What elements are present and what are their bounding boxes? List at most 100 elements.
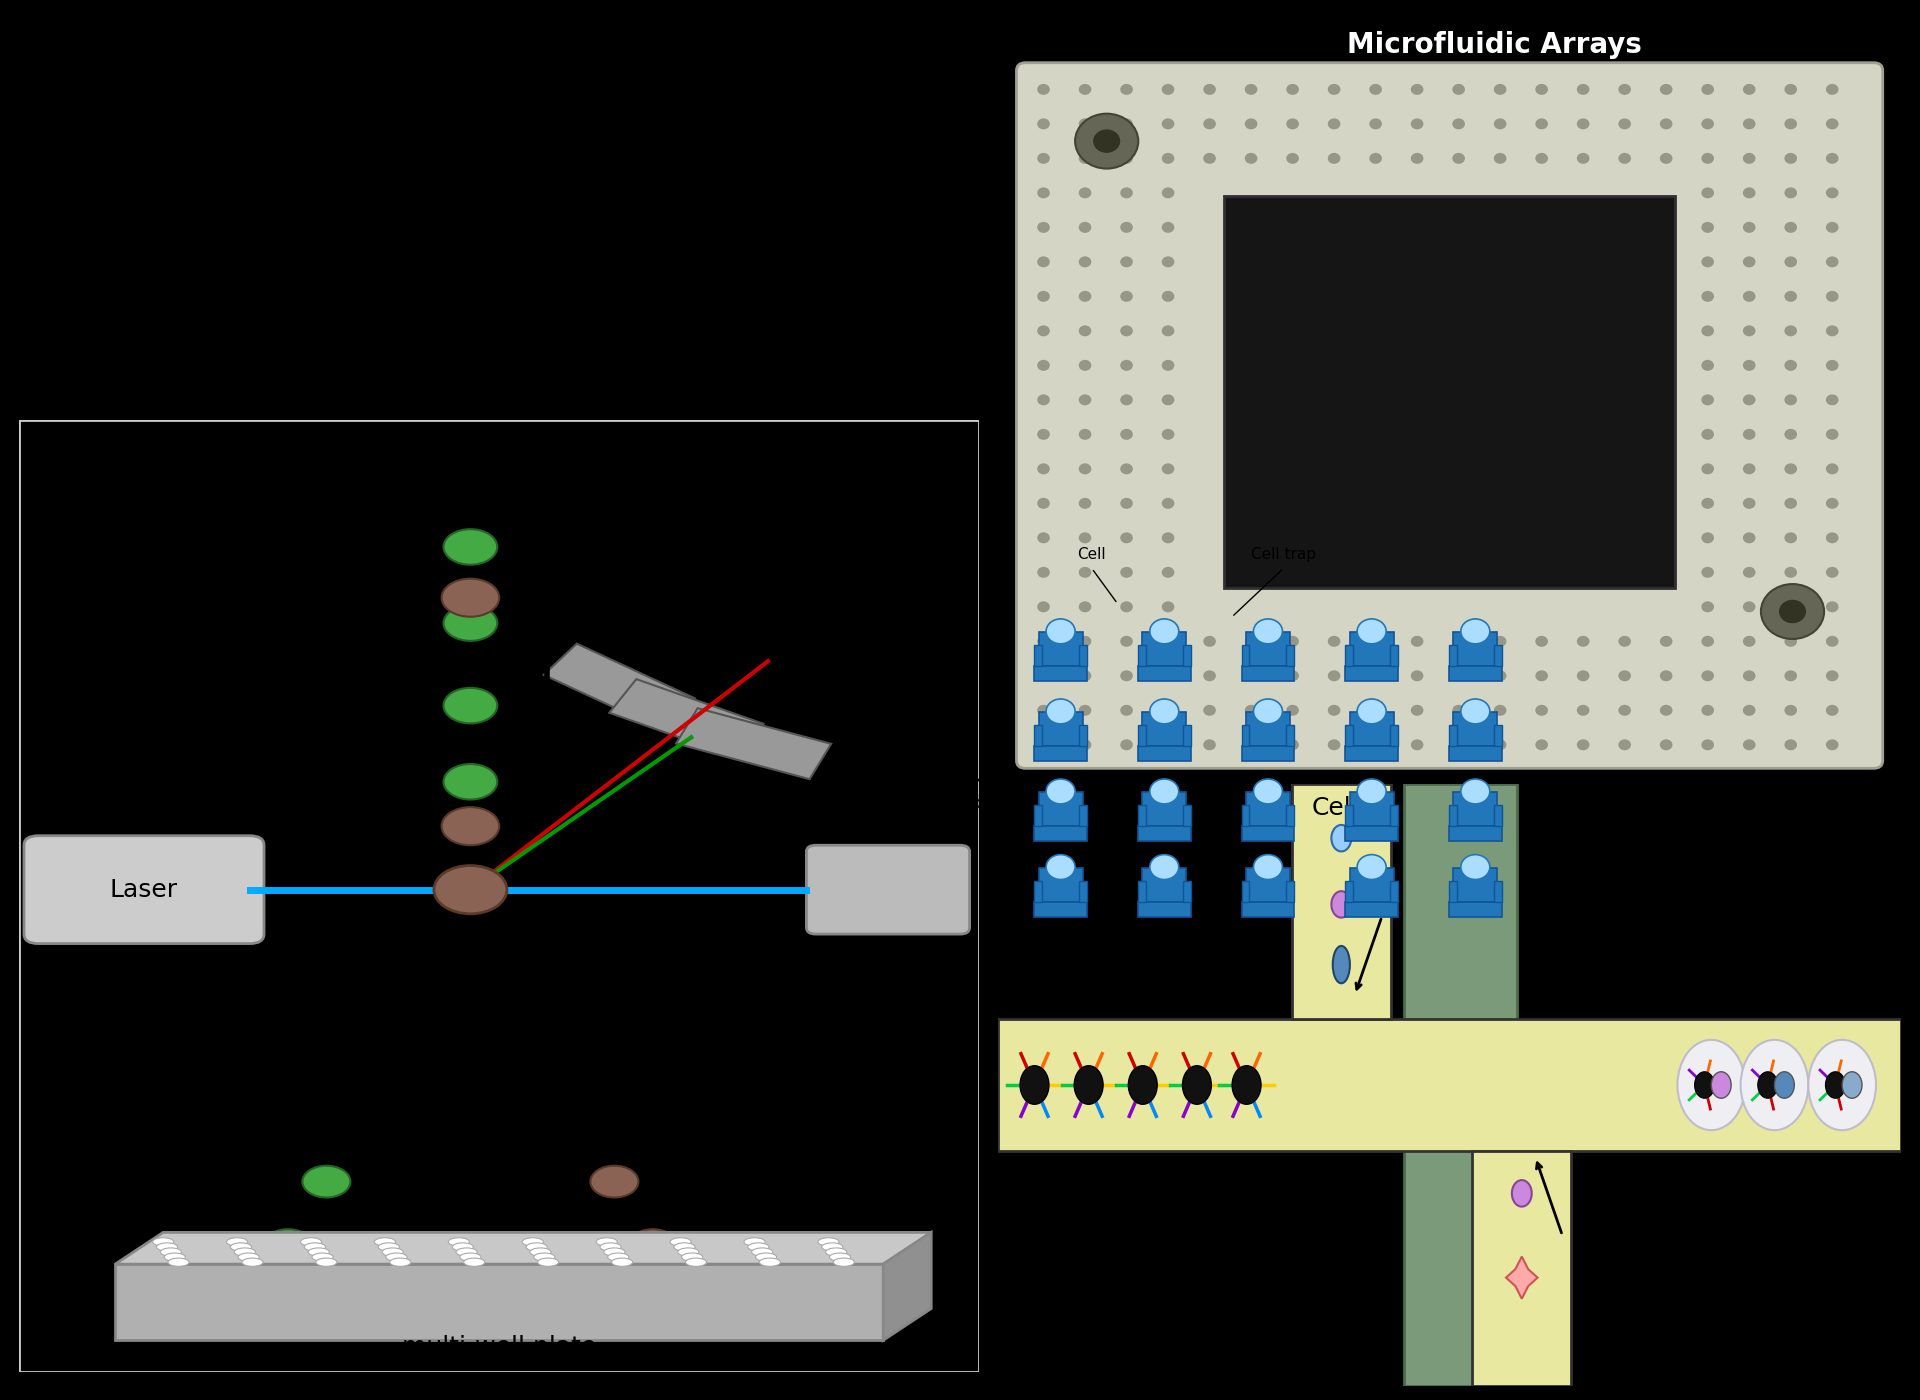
- Circle shape: [1037, 636, 1050, 647]
- Circle shape: [1119, 325, 1133, 336]
- Bar: [1494, 725, 1501, 746]
- Bar: [1390, 805, 1398, 826]
- Circle shape: [1743, 84, 1755, 95]
- Circle shape: [1494, 671, 1507, 682]
- Circle shape: [1119, 602, 1133, 612]
- Ellipse shape: [670, 1238, 691, 1246]
- Ellipse shape: [234, 1247, 255, 1256]
- Circle shape: [1701, 256, 1715, 267]
- Circle shape: [1046, 699, 1075, 724]
- Circle shape: [1701, 221, 1715, 232]
- Circle shape: [1678, 1040, 1745, 1130]
- Circle shape: [1784, 119, 1797, 129]
- Ellipse shape: [382, 1247, 403, 1256]
- Circle shape: [1619, 704, 1630, 715]
- Circle shape: [1826, 119, 1839, 129]
- Circle shape: [1119, 395, 1133, 406]
- Circle shape: [1784, 153, 1797, 164]
- Circle shape: [1286, 636, 1300, 647]
- Circle shape: [1329, 704, 1340, 715]
- Circle shape: [1162, 291, 1175, 302]
- Ellipse shape: [607, 1253, 628, 1261]
- Circle shape: [1826, 188, 1839, 199]
- Circle shape: [1286, 84, 1300, 95]
- Circle shape: [1452, 671, 1465, 682]
- Bar: [1183, 881, 1190, 902]
- Ellipse shape: [1332, 946, 1350, 983]
- Circle shape: [444, 764, 497, 799]
- Circle shape: [1784, 532, 1797, 543]
- Bar: [1139, 826, 1190, 841]
- Circle shape: [1204, 636, 1215, 647]
- Ellipse shape: [601, 1243, 622, 1252]
- Circle shape: [1329, 119, 1340, 129]
- Circle shape: [1037, 291, 1050, 302]
- Circle shape: [1784, 567, 1797, 578]
- Bar: [1035, 746, 1087, 762]
- Circle shape: [1119, 291, 1133, 302]
- Circle shape: [1461, 619, 1490, 644]
- Circle shape: [1244, 84, 1258, 95]
- Bar: [1142, 631, 1187, 666]
- Circle shape: [1701, 325, 1715, 336]
- Ellipse shape: [300, 1238, 323, 1246]
- Circle shape: [1119, 428, 1133, 440]
- Circle shape: [1784, 602, 1797, 612]
- Circle shape: [1536, 636, 1548, 647]
- Bar: [1350, 868, 1394, 902]
- Bar: [1183, 645, 1190, 666]
- Circle shape: [1701, 636, 1715, 647]
- Circle shape: [1784, 671, 1797, 682]
- Circle shape: [1037, 671, 1050, 682]
- Bar: [1450, 826, 1501, 841]
- Circle shape: [1743, 463, 1755, 475]
- Circle shape: [1743, 532, 1755, 543]
- Circle shape: [1701, 188, 1715, 199]
- Circle shape: [1046, 778, 1075, 804]
- Circle shape: [1079, 463, 1091, 475]
- Polygon shape: [883, 1232, 931, 1340]
- Circle shape: [1150, 699, 1179, 724]
- Circle shape: [1037, 119, 1050, 129]
- FancyBboxPatch shape: [23, 836, 265, 944]
- Bar: [19, 420, 979, 1372]
- Ellipse shape: [526, 1243, 547, 1252]
- Bar: [1473, 1151, 1571, 1386]
- Bar: [1039, 631, 1083, 666]
- Ellipse shape: [457, 1247, 476, 1256]
- Ellipse shape: [461, 1253, 480, 1261]
- Circle shape: [1254, 854, 1283, 879]
- Circle shape: [1826, 1072, 1845, 1098]
- Circle shape: [1037, 360, 1050, 371]
- Circle shape: [1784, 84, 1797, 95]
- Circle shape: [1119, 567, 1133, 578]
- Circle shape: [1079, 532, 1091, 543]
- Circle shape: [1452, 739, 1465, 750]
- Circle shape: [434, 865, 507, 914]
- Circle shape: [1162, 498, 1175, 508]
- Circle shape: [1119, 188, 1133, 199]
- Ellipse shape: [227, 1238, 248, 1246]
- Circle shape: [1784, 325, 1797, 336]
- Ellipse shape: [756, 1253, 776, 1261]
- Bar: [1346, 881, 1354, 902]
- Bar: [1286, 645, 1294, 666]
- Circle shape: [1150, 619, 1179, 644]
- Circle shape: [1411, 704, 1423, 715]
- Circle shape: [1079, 119, 1091, 129]
- Circle shape: [1119, 119, 1133, 129]
- Circle shape: [1286, 739, 1300, 750]
- Circle shape: [1411, 739, 1423, 750]
- Circle shape: [1162, 153, 1175, 164]
- Circle shape: [1037, 256, 1050, 267]
- Circle shape: [1494, 119, 1507, 129]
- Ellipse shape: [152, 1238, 173, 1246]
- Ellipse shape: [311, 1253, 334, 1261]
- Ellipse shape: [230, 1243, 252, 1252]
- Bar: [1142, 792, 1187, 826]
- Circle shape: [1079, 84, 1091, 95]
- Circle shape: [1784, 221, 1797, 232]
- Text: Cell flow: Cell flow: [422, 440, 518, 459]
- Circle shape: [1452, 704, 1465, 715]
- Bar: [1242, 645, 1250, 666]
